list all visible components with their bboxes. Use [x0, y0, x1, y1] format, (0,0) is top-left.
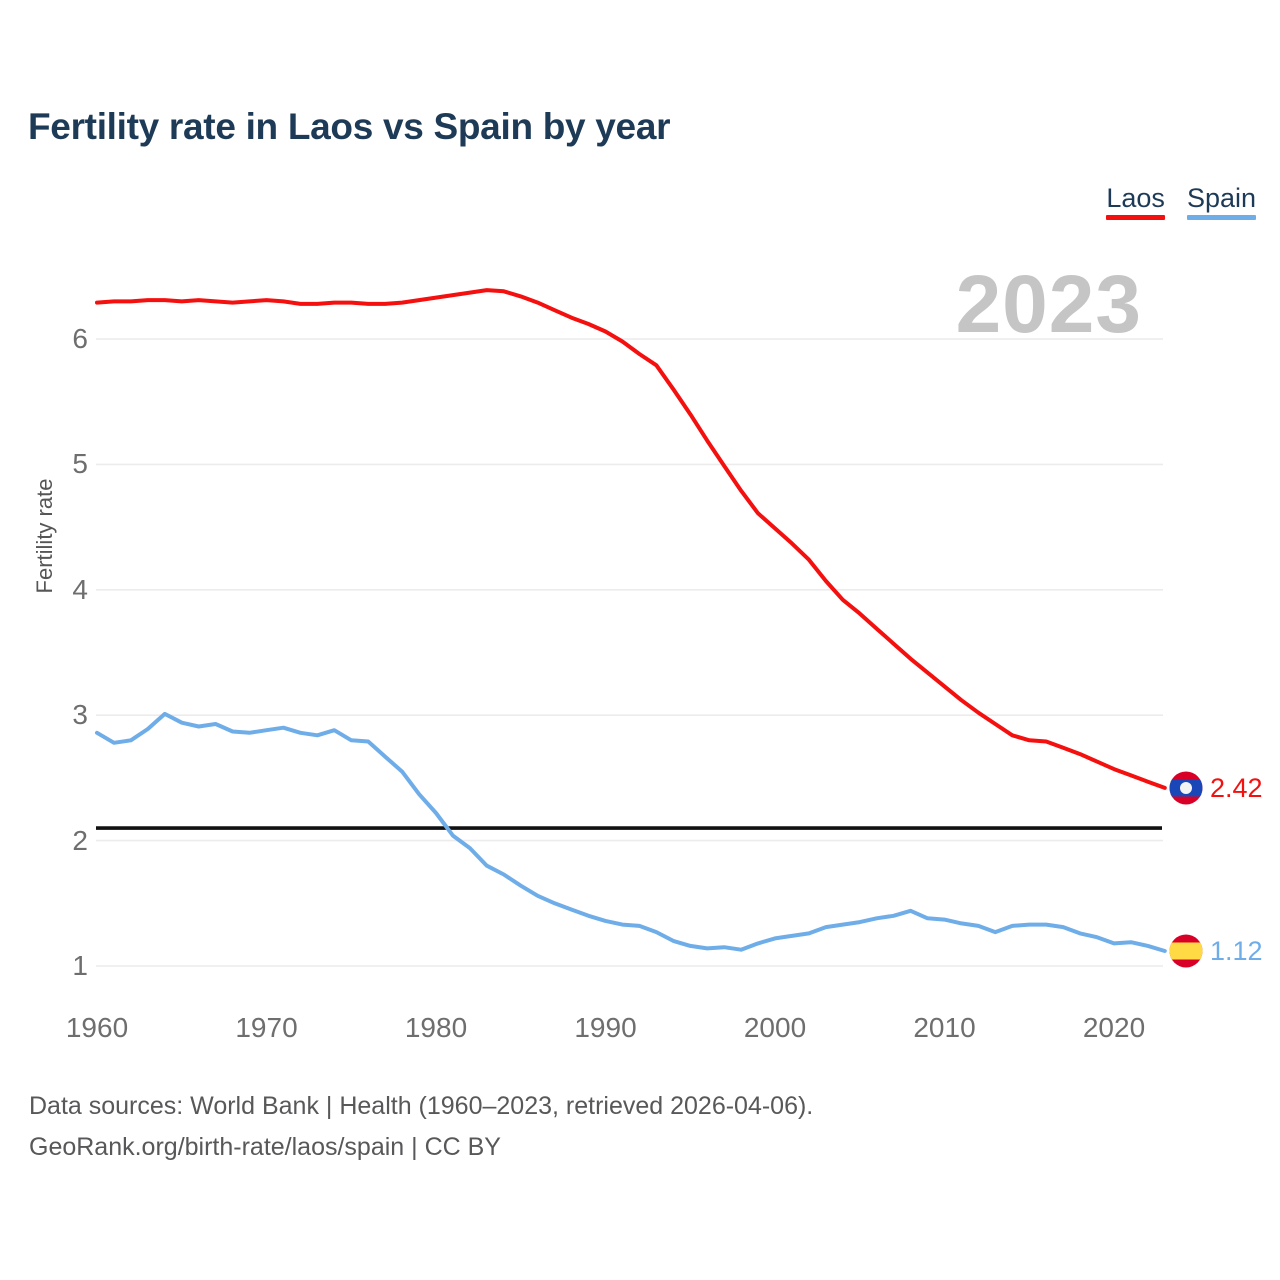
spain-end-value: 1.12 [1210, 936, 1263, 966]
x-tick-2000: 2000 [743, 1012, 807, 1043]
laos-end-value: 2.42 [1210, 773, 1263, 803]
legend-underline-laos [1106, 215, 1165, 221]
x-tick-1960: 1960 [65, 1012, 129, 1043]
x-tick-1980: 1980 [404, 1012, 468, 1043]
legend-label-laos: Laos [1106, 183, 1165, 213]
y-tick-2: 2 [72, 825, 88, 856]
legend-underline-spain [1186, 215, 1256, 221]
legend-item-laos[interactable]: Laos [1106, 183, 1165, 221]
spain-flag-icon [1169, 934, 1203, 968]
y-tick-3: 3 [72, 699, 88, 730]
footer-sources: Data sources: World Bank | Health (1960–… [29, 1092, 814, 1120]
gridlines [96, 338, 1163, 967]
x-tick-2010: 2010 [913, 1012, 976, 1043]
legend-label-spain: Spain [1186, 183, 1256, 213]
legend: Laos Spain [1106, 183, 1256, 221]
footer: Data sources: World Bank | Health (1960–… [29, 1086, 813, 1168]
y-tick-6: 6 [72, 323, 88, 354]
x-tick-1990: 1990 [574, 1012, 637, 1043]
laos-flag-icon [1169, 771, 1203, 805]
y-tick-5: 5 [72, 448, 88, 479]
legend-item-spain[interactable]: Spain [1186, 183, 1256, 221]
y-tick-1: 1 [72, 950, 88, 981]
x-tick-1970: 1970 [235, 1012, 298, 1043]
spain-line[interactable] [95, 711, 1167, 953]
watermark-year: 2023 [955, 259, 1142, 350]
x-tick-2020: 2020 [1082, 1012, 1146, 1043]
chart-title: Fertility rate in Laos vs Spain by year [28, 106, 671, 147]
footer-attribution: GeoRank.org/birth-rate/laos/spain | CC B… [29, 1133, 501, 1161]
laos-line[interactable] [95, 288, 1167, 790]
y-tick-4: 4 [72, 574, 88, 605]
